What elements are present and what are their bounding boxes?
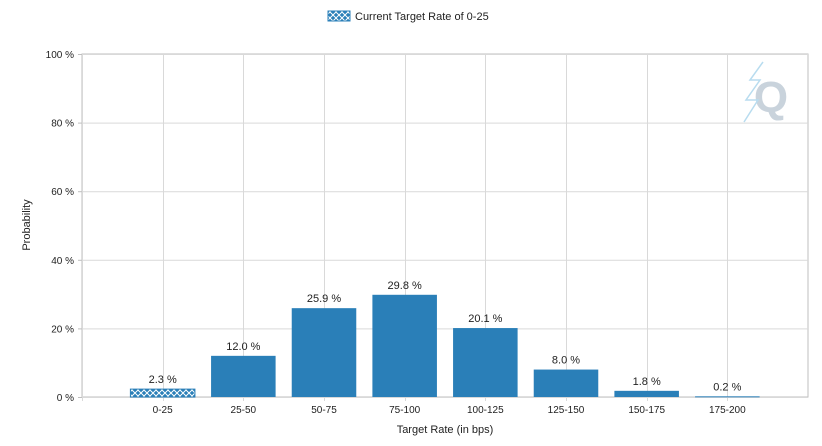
y-tick-label: 0 % — [57, 393, 74, 404]
y-tick-label: 40 % — [51, 256, 74, 267]
data-label-175-200: 0.2 % — [713, 381, 741, 393]
x-tick-label: 25-50 — [231, 405, 257, 416]
bar-25-50 — [211, 355, 276, 397]
y-axis-label: Probability — [21, 199, 33, 251]
x-tick-label: 100-125 — [467, 405, 504, 416]
data-label-0-25: 2.3 % — [149, 374, 177, 386]
y-tick-label: 60 % — [51, 187, 74, 198]
y-tick-label: 80 % — [51, 119, 74, 130]
data-label-75-100: 29.8 % — [388, 280, 422, 292]
x-tick-label: 125-150 — [548, 405, 585, 416]
y-axis-ticks: 0 % 20 % 40 % 60 % 80 % 100 % — [46, 50, 82, 404]
x-axis-label: Target Rate (in bps) — [397, 424, 494, 436]
bar-125-150 — [533, 369, 599, 397]
y-tick-label: 20 % — [51, 324, 74, 335]
data-label-100-125: 20.1 % — [468, 313, 502, 325]
y-tick-label: 100 % — [46, 50, 74, 61]
data-label-150-175: 1.8 % — [633, 376, 661, 388]
bar-100-125 — [453, 328, 518, 397]
x-tick-label: 0-25 — [153, 405, 173, 416]
bar-0-25 — [129, 388, 196, 398]
plot-frame — [81, 53, 809, 398]
gridlines — [81, 53, 809, 401]
bar-175-200 — [695, 396, 760, 398]
legend-swatch — [327, 10, 351, 22]
data-label-50-75: 25.9 % — [307, 293, 341, 305]
data-label-125-150: 8.0 % — [552, 355, 580, 367]
bar-50-75 — [291, 308, 357, 397]
legend-label: Current Target Rate of 0-25 — [355, 11, 489, 23]
bar-150-175 — [614, 390, 679, 397]
x-axis-ticks: 0-25 25-50 50-75 75-100 100-125 125-150 150-17… — [153, 405, 746, 416]
legend: Current Target Rate of 0-25 — [327, 10, 489, 23]
q-logo-icon: Q — [743, 61, 788, 123]
data-labels: 2.3 % 12.0 % 25.9 % 29.8 % 20.1 % 8.0 % 1.8 % 0… — [149, 280, 742, 394]
x-tick-label: 175-200 — [709, 405, 746, 416]
x-tick-label: 75-100 — [389, 405, 421, 416]
bar-75-100 — [372, 294, 437, 397]
bars — [129, 294, 760, 398]
data-label-25-50: 12.0 % — [226, 341, 260, 353]
x-tick-label: 150-175 — [628, 405, 665, 416]
x-tick-label: 50-75 — [311, 405, 337, 416]
